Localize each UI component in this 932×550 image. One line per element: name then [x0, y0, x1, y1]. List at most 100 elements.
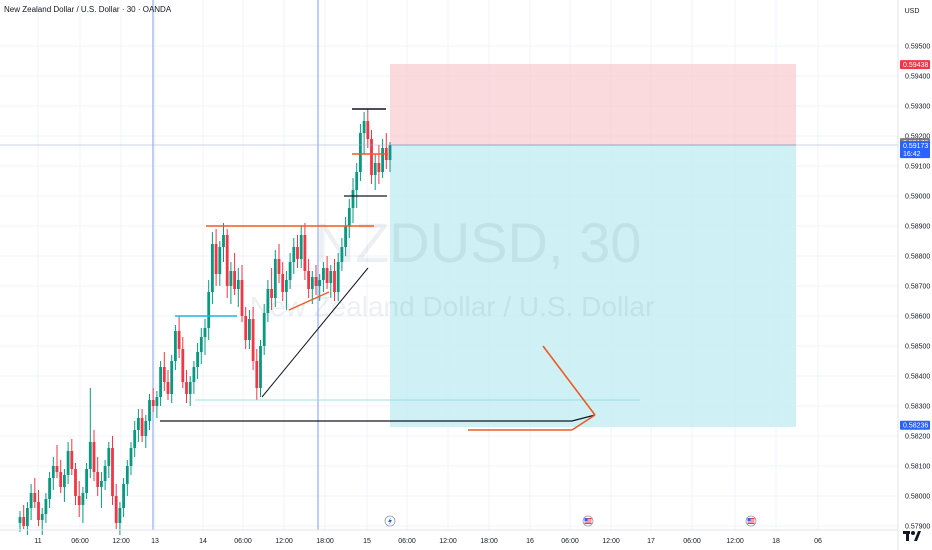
candle-body [244, 316, 248, 340]
candle-body [266, 289, 270, 313]
session-lines [152, 0, 319, 530]
candle [347, 199, 351, 238]
watermark: NZDUSD, 30 New Zealand Dollar / U.S. Dol… [250, 211, 655, 322]
candle-body [277, 259, 281, 274]
candle [203, 319, 207, 355]
candle-body [185, 382, 188, 394]
price-tick-label: 0.57900 [905, 524, 930, 531]
candle-body [55, 466, 59, 472]
projection-arrow-down[interactable] [542, 345, 596, 416]
candle [351, 178, 355, 223]
time-tick-label: 18:00 [480, 538, 498, 545]
time-tick-label: 18:00 [316, 538, 334, 545]
candle-body [129, 448, 133, 466]
time-tick-label: 06:00 [234, 538, 252, 545]
tradingview-logo-icon[interactable] [903, 530, 921, 542]
price-badge-label: 0.58236 [903, 423, 928, 430]
flag-stripe [584, 521, 592, 523]
rising-support-line[interactable] [288, 291, 330, 311]
drawings[interactable] [0, 108, 898, 431]
flag-field [747, 518, 755, 524]
candle [107, 442, 111, 478]
candle [162, 352, 166, 391]
time-tick-label: 12:00 [602, 538, 620, 545]
candle-body [137, 418, 140, 430]
candle [159, 361, 162, 406]
candle [266, 280, 270, 322]
candle [174, 325, 177, 370]
candle [140, 409, 144, 442]
event-icons[interactable] [384, 515, 757, 527]
candle-body [296, 247, 299, 259]
candle-body [74, 469, 77, 496]
candle [155, 391, 159, 418]
time-axis[interactable]: 11 06:00 12:00 13 14 06:00 12:00 18:00 15 06:00 12… [0, 529, 898, 545]
projection-arrow-back[interactable] [571, 414, 596, 431]
price-tick-label: 0.58600 [905, 314, 930, 321]
flash-event-icon[interactable] [384, 515, 396, 527]
candle-body [18, 517, 22, 523]
candle [296, 235, 299, 268]
base-line-connector[interactable] [571, 414, 596, 422]
candle [100, 472, 103, 508]
flash-glyph [388, 517, 392, 525]
price-badge-label: 0.59438 [903, 62, 928, 69]
candle-body [59, 472, 63, 487]
candle [333, 259, 336, 301]
candle [214, 229, 218, 286]
candle [310, 271, 314, 304]
time-tick-label: 06:00 [398, 538, 416, 545]
candle [66, 442, 70, 484]
candle [281, 262, 285, 301]
candle [248, 310, 251, 349]
currency-button[interactable]: USD [902, 6, 922, 18]
candle-body [359, 133, 362, 172]
candle [233, 253, 236, 295]
candle [181, 337, 185, 388]
rising-trendline[interactable] [261, 267, 369, 398]
candle [148, 394, 151, 430]
price-tick-label: 0.58500 [905, 344, 930, 351]
time-tick-label: 14 [199, 538, 207, 545]
candle-body [240, 280, 244, 316]
candle [88, 388, 92, 478]
candle [48, 472, 51, 508]
flag-stripe [747, 521, 755, 523]
candle-body [325, 268, 329, 283]
candle [144, 415, 148, 448]
candle [151, 388, 155, 412]
time-tick-label: 18 [772, 538, 780, 545]
candle-body [133, 430, 137, 448]
candle-body [262, 313, 266, 346]
candle [370, 130, 373, 184]
candle-body [29, 493, 33, 508]
candle-body [307, 271, 310, 289]
candle-body [340, 247, 344, 262]
flag-stripe [584, 519, 592, 521]
candle [377, 145, 381, 184]
candle [166, 370, 170, 400]
candle-body [222, 235, 225, 247]
candle-body [310, 277, 314, 289]
candle-body [318, 280, 322, 286]
time-tick-label: 17 [647, 538, 655, 545]
price-tick-label: 0.59300 [905, 104, 930, 111]
candle [384, 133, 388, 169]
candle [314, 265, 318, 295]
price-axis[interactable]: 0.59500 0.59400 0.59300 0.59200 0.59100 0.590… [897, 0, 930, 550]
candle [137, 409, 140, 442]
candle [240, 265, 244, 322]
candle-body [148, 400, 151, 421]
candle [22, 505, 26, 529]
candle-body [192, 367, 196, 382]
us-flag-event-icon[interactable] [582, 515, 594, 527]
candle-body [236, 280, 240, 289]
candle-body [203, 328, 207, 337]
us-flag-event-icon[interactable] [745, 515, 757, 527]
candle [273, 250, 277, 307]
position-zones [390, 64, 796, 427]
price-tick-label: 0.58200 [905, 434, 930, 441]
candle-body [218, 247, 222, 274]
price-tick-label: 0.58400 [905, 374, 930, 381]
